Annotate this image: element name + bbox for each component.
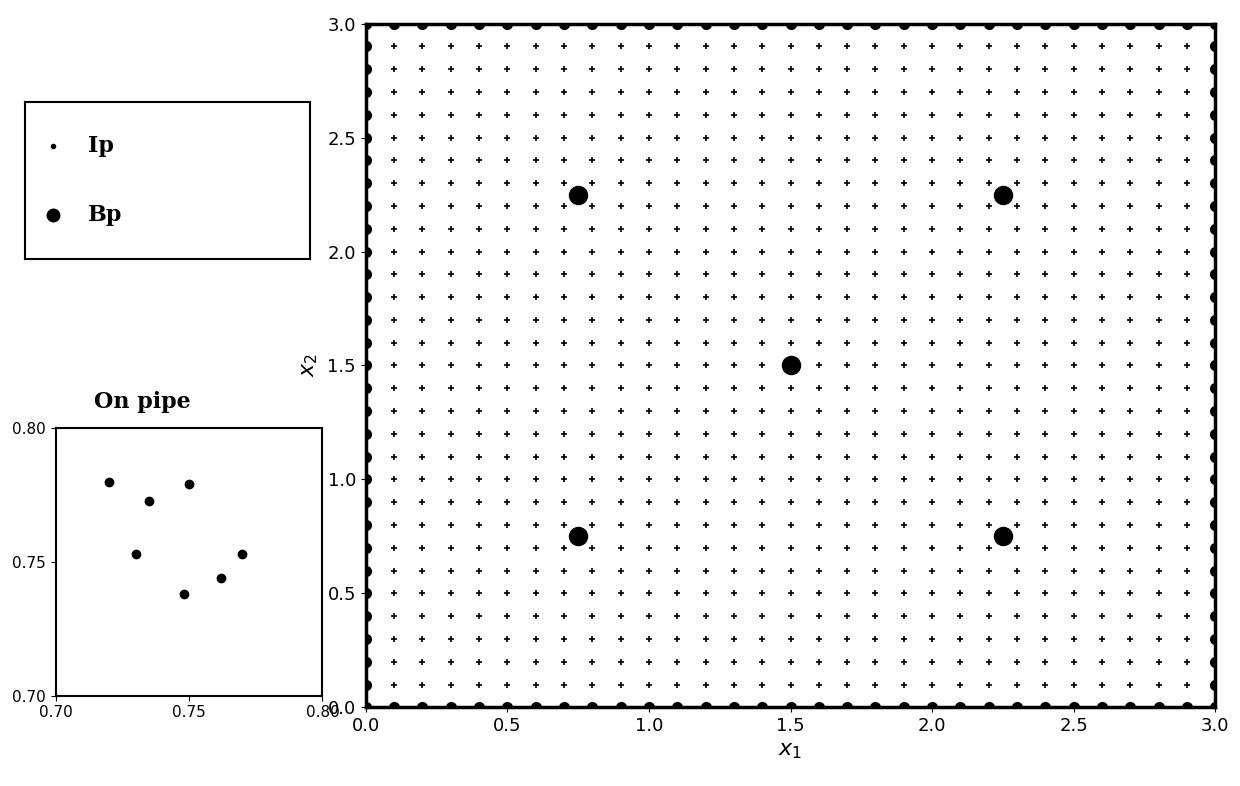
Ip xyxy=(755,156,770,165)
Bp xyxy=(358,201,373,211)
Bp xyxy=(358,703,373,712)
Bp xyxy=(358,566,373,575)
Ip xyxy=(981,566,996,575)
Ip xyxy=(387,42,402,51)
Bp xyxy=(1208,42,1223,51)
Ip xyxy=(585,270,600,279)
Bp xyxy=(358,19,373,28)
Ip xyxy=(1038,520,1053,530)
Bp xyxy=(1208,589,1223,598)
Bp xyxy=(1208,110,1223,119)
Bp xyxy=(415,19,430,28)
Ip xyxy=(387,680,402,689)
Text: Ip: Ip xyxy=(88,135,113,157)
Ip xyxy=(1179,42,1194,51)
X-axis label: $x_1$: $x_1$ xyxy=(779,740,802,761)
Ip xyxy=(952,384,967,393)
Text: Bp: Bp xyxy=(88,204,122,226)
Bp xyxy=(1066,703,1081,712)
Line: Ip: Ip xyxy=(391,43,1190,688)
Ip xyxy=(1066,247,1081,256)
Text: On pipe: On pipe xyxy=(94,391,191,413)
Y-axis label: $x_2$: $x_2$ xyxy=(300,354,320,377)
Line: Bp: Bp xyxy=(361,19,1220,712)
